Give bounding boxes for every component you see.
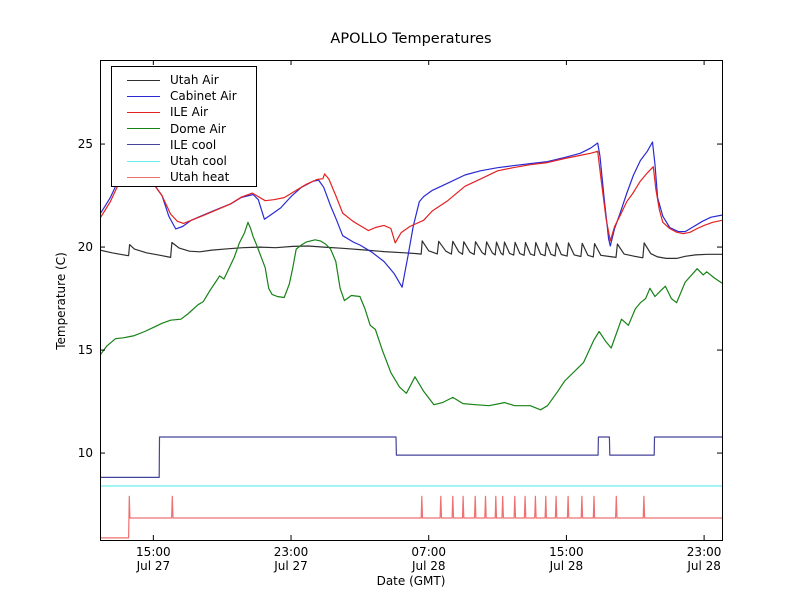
legend-item-utah-air: Utah Air: [112, 72, 256, 88]
legend-line-sample: [127, 144, 160, 146]
x-tick-label-time: 23:00: [274, 545, 309, 559]
legend-item-ile-air: ILE Air: [112, 104, 256, 120]
chart-title: APOLLO Temperatures: [330, 31, 492, 47]
x-tick-label-date: Jul 27: [136, 559, 171, 573]
series-line-utah-heat: [100, 495, 722, 539]
x-tick-label-time: 15:00: [136, 545, 171, 559]
legend-label: Cabinet Air: [170, 89, 237, 104]
x-tick-label-time: 15:00: [549, 545, 584, 559]
x-tick-label-date: Jul 28: [686, 559, 721, 573]
x-tick-label-date: Jul 27: [273, 559, 308, 573]
legend-line-sample: [127, 128, 160, 130]
legend-label: Dome Air: [170, 121, 226, 136]
x-tick-label-time: 23:00: [687, 545, 722, 559]
series-line-utah-air: [100, 240, 722, 259]
legend-line-sample: [127, 95, 160, 97]
legend-label: Utah Air: [170, 73, 219, 88]
y-tick-label: 10: [78, 446, 93, 460]
series-line-dome-air: [100, 221, 722, 411]
x-tick-label-date: Jul 28: [549, 559, 584, 573]
series-line-ile-cool: [100, 436, 722, 478]
legend-label: ILE cool: [170, 137, 217, 152]
legend-item-utah-cool: Utah cool: [112, 153, 256, 169]
x-tick-label-time: 07:00: [411, 545, 446, 559]
legend-label: ILE Air: [170, 105, 209, 120]
x-tick-label-date: Jul 28: [411, 559, 446, 573]
series-line-ile-air: [100, 150, 722, 244]
legend-label: Utah cool: [170, 154, 227, 169]
y-tick-label: 25: [78, 137, 93, 151]
axes-frame: [100, 60, 723, 541]
x-axis-label: Date (GMT): [376, 574, 446, 588]
y-tick-label: 15: [78, 343, 93, 357]
legend-line-sample: [127, 79, 160, 81]
legend-label: Utah heat: [170, 170, 230, 185]
legend-line-sample: [127, 160, 160, 162]
legend-item-cabinet-air: Cabinet Air: [112, 88, 256, 104]
legend-line-sample: [127, 176, 160, 178]
legend-line-sample: [127, 111, 160, 113]
legend-item-dome-air: Dome Air: [112, 121, 256, 137]
legend-item-utah-heat: Utah heat: [112, 169, 256, 185]
legend-item-ile-cool: ILE cool: [112, 137, 256, 153]
y-axis-label: Temperature (C): [54, 252, 68, 350]
legend: Utah Air Cabinet Air ILE Air Dome Air ILE co…: [111, 66, 257, 187]
y-tick-label: 20: [78, 240, 93, 254]
